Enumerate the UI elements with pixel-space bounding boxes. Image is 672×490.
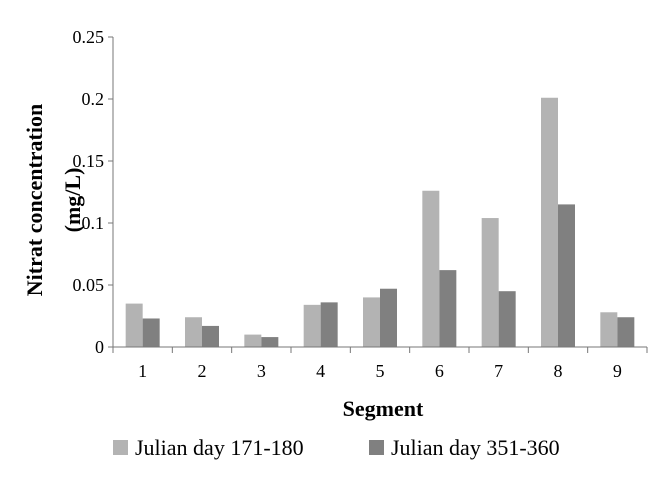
y-tick-label: 0.25	[73, 27, 105, 47]
legend-label-s1: Julian day 171-180	[135, 435, 304, 460]
bar-s1-segment-9	[600, 312, 618, 347]
bar-s2-segment-3	[261, 337, 279, 347]
legend-label-s2: Julian day 351-360	[391, 435, 560, 460]
x-tick-label: 3	[257, 361, 266, 381]
y-tick-label: 0	[95, 337, 104, 357]
y-tick-label: 0.05	[73, 275, 105, 295]
legend-swatch-s1	[113, 440, 128, 455]
bar-s1-segment-1	[125, 303, 143, 347]
x-axis-title: Segment	[343, 396, 424, 421]
bar-s1-segment-2	[185, 317, 202, 347]
bar-s1-segment-3	[244, 334, 262, 347]
x-tick-label: 2	[198, 361, 207, 381]
y-tick-label: 0.15	[73, 151, 105, 171]
bar-s2-segment-4	[320, 302, 338, 347]
y-tick-label: 0.1	[82, 213, 105, 233]
bar-s2-segment-9	[617, 317, 635, 347]
legend-swatch-s2	[369, 440, 384, 455]
bar-s1-segment-7	[481, 218, 499, 347]
x-tick-label: 5	[376, 361, 385, 381]
bar-s2-segment-7	[498, 291, 516, 347]
bar-s2-segment-1	[142, 318, 160, 347]
x-tick-label: 4	[316, 361, 325, 381]
y-axis-title-line-2: (mg/L)	[60, 168, 85, 233]
legend: Julian day 171-180 Julian day 351-360	[113, 435, 560, 460]
y-axis-title-line-1: Nitrat concentration	[22, 104, 47, 296]
plot-area	[125, 97, 635, 347]
bar-s1-segment-5	[363, 297, 380, 347]
x-tick-label: 1	[138, 361, 147, 381]
x-tick-label: 8	[554, 361, 563, 381]
x-tick-label: 9	[613, 361, 622, 381]
x-tick-label: 6	[435, 361, 444, 381]
bar-s1-segment-8	[541, 97, 558, 347]
bar-s1-segment-4	[303, 304, 321, 347]
bar-s2-segment-8	[558, 204, 575, 347]
bar-s2-segment-5	[380, 288, 397, 347]
y-tick-label: 0.2	[82, 89, 105, 109]
bar-s2-segment-2	[202, 325, 219, 347]
axes: 0 0.05 0.1 0.15 0.2 0.25 1 2 3 4 5 6 7 8 9	[73, 27, 648, 381]
bar-s2-segment-6	[439, 270, 457, 347]
bar-s1-segment-6	[422, 190, 440, 347]
x-tick-label: 7	[494, 361, 503, 381]
